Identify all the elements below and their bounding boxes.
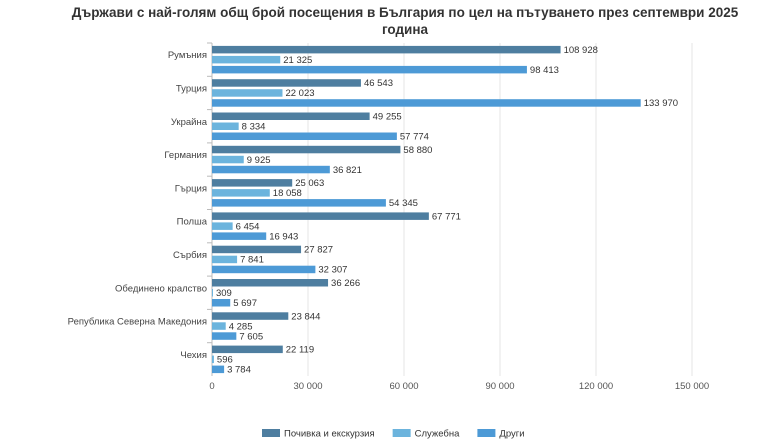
value-label: 23 844 [291, 311, 320, 322]
value-label: 27 827 [304, 245, 333, 256]
value-label: 596 [217, 355, 233, 366]
value-label: 25 063 [295, 178, 324, 189]
bar[interactable] [212, 222, 233, 230]
category-label: Украйна [171, 117, 208, 128]
value-label: 54 345 [389, 198, 418, 209]
category-label: Полша [177, 217, 208, 228]
value-label: 5 697 [233, 298, 257, 309]
legend-label[interactable]: Почивка и екскурзия [284, 429, 375, 440]
x-tick-label: 120 000 [579, 381, 613, 392]
x-tick-label: 0 [209, 381, 214, 392]
value-label: 309 [216, 288, 232, 299]
value-label: 18 058 [273, 188, 302, 199]
category-label: Чехия [180, 350, 207, 361]
bar[interactable] [212, 355, 214, 364]
value-label: 21 325 [283, 55, 312, 66]
value-label: 4 285 [229, 321, 253, 332]
value-label: 7 605 [239, 331, 263, 342]
bar[interactable] [212, 65, 527, 74]
gridlines [207, 42, 693, 376]
x-tick-labels: 0 30 000 60 000 90 000 120 000 150 000 [209, 381, 709, 392]
value-label: 108 928 [564, 45, 598, 56]
value-label: 3 784 [227, 365, 251, 376]
value-label: 16 943 [269, 231, 298, 242]
bar[interactable] [212, 265, 316, 274]
value-label: 36 266 [331, 278, 360, 289]
value-label: 22 119 [286, 345, 314, 356]
bar[interactable] [212, 99, 641, 107]
chart-title-line-1: Държави с най-голям общ брой посещения в… [72, 5, 739, 20]
value-label: 57 774 [400, 132, 429, 143]
value-label: 133 970 [644, 98, 678, 109]
bar[interactable] [212, 79, 361, 87]
bar[interactable] [212, 232, 267, 240]
bar[interactable] [212, 312, 289, 320]
bar[interactable] [212, 255, 238, 264]
bar[interactable] [212, 299, 231, 307]
legend-swatch[interactable] [477, 429, 496, 437]
bar[interactable] [212, 145, 401, 154]
category-label: Гърция [175, 183, 207, 194]
bar[interactable] [212, 132, 397, 141]
value-label: 58 880 [403, 145, 432, 156]
x-tick-label: 150 000 [675, 381, 709, 392]
legend-swatch[interactable] [262, 429, 280, 437]
category-label: Германия [164, 150, 207, 161]
bar[interactable] [212, 345, 283, 354]
chart-title-line-2: година [382, 22, 429, 37]
legend[interactable]: Почивка и екскурзия Служебна Други [262, 429, 525, 440]
value-label: 98 413 [530, 65, 559, 76]
bar[interactable] [212, 212, 429, 220]
bar[interactable] [212, 322, 226, 330]
legend-swatch[interactable] [392, 429, 411, 437]
bar[interactable] [212, 279, 329, 287]
bar[interactable] [212, 365, 225, 374]
value-label: 6 454 [236, 221, 260, 232]
value-label: 32 307 [318, 265, 347, 276]
bar[interactable] [212, 89, 283, 97]
bar[interactable] [212, 245, 302, 254]
bar[interactable] [212, 112, 370, 121]
legend-label[interactable]: Други [499, 429, 524, 440]
value-label: 9 925 [247, 155, 271, 166]
category-label: Румъния [168, 50, 207, 61]
bar[interactable] [212, 289, 213, 297]
bar[interactable] [212, 55, 281, 64]
value-label: 36 821 [333, 165, 362, 176]
x-tick-label: 30 000 [293, 381, 322, 392]
bars: 108 928 21 325 98 413 46 543 22 023 133 970 49… [212, 45, 678, 376]
value-label: 22 023 [285, 88, 314, 99]
bar[interactable] [212, 199, 386, 207]
category-labels: Румъния Турция Украйна Германия Гърция Полша С… [68, 50, 208, 361]
category-label: Турция [176, 83, 207, 94]
value-label: 49 255 [373, 112, 402, 123]
category-label: Република Северна Македония [68, 317, 207, 328]
value-label: 8 334 [242, 122, 266, 133]
x-tick-label: 60 000 [389, 381, 418, 392]
value-label: 7 841 [240, 255, 264, 266]
bar[interactable] [212, 189, 270, 197]
value-label: 46 543 [364, 78, 393, 89]
bar[interactable] [212, 332, 237, 340]
bar[interactable] [212, 165, 330, 174]
legend-label[interactable]: Служебна [415, 429, 460, 440]
category-label: Сърбия [173, 250, 207, 261]
bar[interactable] [212, 179, 293, 187]
x-tick-label: 90 000 [485, 381, 514, 392]
category-label: Обединено кралство [115, 283, 207, 294]
bar[interactable] [212, 45, 561, 54]
bar[interactable] [212, 122, 239, 131]
bar[interactable] [212, 155, 244, 164]
value-label: 67 771 [432, 211, 461, 222]
